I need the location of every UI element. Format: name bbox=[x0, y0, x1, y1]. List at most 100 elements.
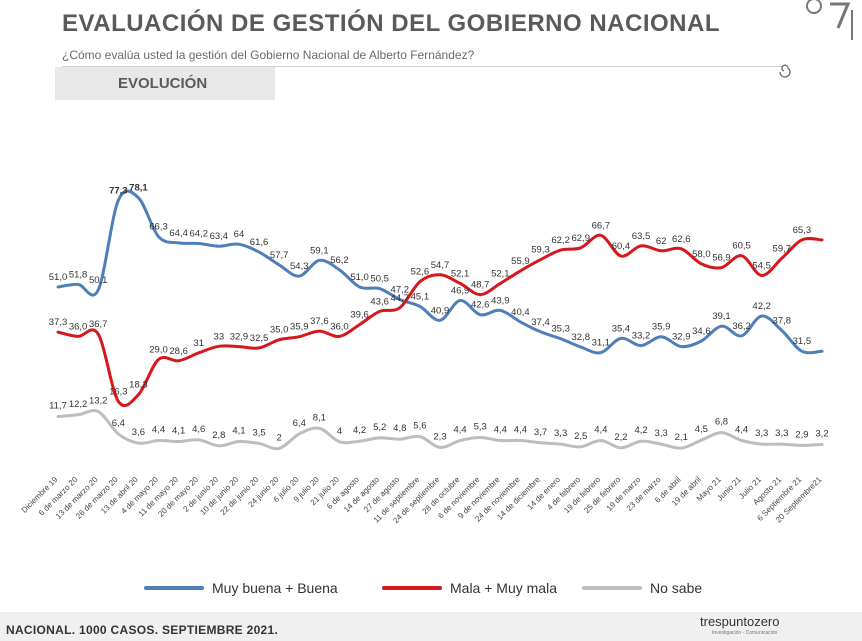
data-label-red: 18,3 bbox=[129, 380, 148, 391]
data-label-red: 35,9 bbox=[290, 322, 309, 333]
data-label-red: 16,3 bbox=[109, 386, 128, 397]
data-label-red: 62,2 bbox=[551, 235, 570, 246]
data-label-blue: 32,8 bbox=[571, 332, 590, 343]
data-label-red: 44,7 bbox=[391, 293, 410, 304]
data-label-gray: 4,4 bbox=[514, 425, 527, 436]
data-label-gray: 2,8 bbox=[212, 430, 225, 441]
data-label-red: 52,6 bbox=[411, 267, 430, 278]
data-label-blue: 50,1 bbox=[89, 275, 108, 286]
data-label-red: 58,0 bbox=[692, 249, 711, 260]
data-label-blue: 63,4 bbox=[210, 231, 229, 242]
data-label-blue: 43,9 bbox=[491, 295, 510, 306]
data-label-gray: 2,1 bbox=[675, 432, 688, 443]
data-label-gray: 3,5 bbox=[252, 427, 265, 438]
data-label-blue: 45,1 bbox=[411, 291, 430, 302]
footer-note: NACIONAL. 1000 CASOS. SEPTIEMBRE 2021. bbox=[6, 623, 279, 637]
data-label-gray: 4,4 bbox=[453, 425, 466, 436]
data-label-red: 52,1 bbox=[491, 268, 510, 279]
data-label-red: 37,6 bbox=[310, 316, 329, 327]
data-label-blue: 46,9 bbox=[451, 286, 470, 297]
data-label-gray: 3,3 bbox=[554, 428, 567, 439]
data-label-blue: 32,9 bbox=[672, 332, 691, 343]
data-label-red: 36,0 bbox=[330, 321, 349, 332]
data-label-blue: 50,5 bbox=[370, 274, 389, 285]
data-label-red: 55,9 bbox=[511, 256, 530, 267]
data-label-red: 54,7 bbox=[431, 260, 450, 271]
data-label-gray: 3,6 bbox=[132, 427, 145, 438]
series-line-red bbox=[56, 233, 824, 408]
data-label-red: 29,0 bbox=[149, 344, 168, 355]
data-label-red: 62,9 bbox=[571, 233, 590, 244]
data-label-blue: 42,6 bbox=[471, 300, 490, 311]
data-label-red: 36,7 bbox=[89, 319, 108, 330]
data-label-red: 32,9 bbox=[230, 332, 249, 343]
legend-label-blue: Muy buena + Buena bbox=[212, 580, 338, 596]
series-line-gray bbox=[56, 409, 824, 451]
data-label-gray: 4,1 bbox=[232, 425, 245, 436]
data-label-red: 59,7 bbox=[773, 243, 792, 254]
data-label-red: 37,3 bbox=[49, 317, 68, 328]
data-label-blue: 47,2 bbox=[391, 285, 410, 296]
data-label-blue: 54,3 bbox=[290, 261, 309, 272]
data-label-red: 28,6 bbox=[169, 346, 188, 357]
legend-item-red: Mala + Muy mala bbox=[382, 578, 557, 598]
data-label-blue: 40,4 bbox=[511, 307, 530, 318]
line-chart: 51,0 51,850,177,3 78,166,364,4 64,2 63,4 6461… bbox=[20, 183, 829, 525]
data-label-gray: 4,4 bbox=[152, 425, 165, 436]
spiral-decoration-icon bbox=[779, 64, 791, 78]
chart-title: EVALUACIÓN DE GESTIÓN DEL GOBIERNO NACIO… bbox=[62, 10, 720, 37]
data-label-blue: 35,4 bbox=[612, 323, 631, 334]
data-label-red: 43,6 bbox=[370, 296, 389, 307]
data-label-gray: 4,4 bbox=[735, 425, 748, 436]
data-label-red: 66,7 bbox=[592, 220, 611, 231]
data-label-red: 56,9 bbox=[712, 253, 731, 264]
data-label-red: 36,0 bbox=[69, 321, 88, 332]
data-label-gray: 5,3 bbox=[474, 422, 487, 433]
legend-label-red: Mala + Muy mala bbox=[450, 580, 557, 596]
section-label-box bbox=[55, 67, 275, 100]
data-label-red: 33 bbox=[214, 331, 225, 342]
data-label-red: 60,4 bbox=[612, 241, 631, 252]
legend-item-gray: No sabe bbox=[582, 578, 702, 598]
data-label-red: 60,5 bbox=[732, 241, 751, 252]
data-label-gray: 3,2 bbox=[815, 428, 828, 439]
data-label-gray: 5,6 bbox=[413, 421, 426, 432]
data-label-gray: 13,2 bbox=[89, 396, 108, 407]
data-label-gray: 11,7 bbox=[49, 400, 67, 411]
data-label-blue: 64 bbox=[234, 229, 245, 240]
data-label-blue: 36,2 bbox=[732, 321, 751, 332]
data-label-blue: 39,1 bbox=[712, 311, 731, 322]
brand-mark-icon bbox=[806, 0, 853, 40]
data-label-blue: 64,2 bbox=[189, 229, 208, 240]
data-label-blue: 35,3 bbox=[551, 324, 570, 335]
data-label-blue: 37,4 bbox=[531, 317, 550, 328]
data-label-blue: 34,6 bbox=[692, 326, 711, 337]
data-label-gray: 2,2 bbox=[614, 432, 627, 443]
data-label-blue: 33,2 bbox=[632, 331, 651, 342]
data-label-gray: 6,4 bbox=[112, 418, 125, 429]
brand-logo-tagline: Investigación - Comunicación bbox=[712, 630, 778, 636]
legend-item-blue: Muy buena + Buena bbox=[144, 578, 338, 598]
data-label-red: 39,6 bbox=[350, 310, 369, 321]
data-label-gray: 8,1 bbox=[313, 412, 326, 423]
legend-label-gray: No sabe bbox=[650, 580, 703, 596]
data-labels: 51,0 51,850,177,3 78,166,364,4 64,2 63,4 6461… bbox=[49, 183, 829, 444]
data-label-red: 54,5 bbox=[752, 260, 771, 271]
data-label-blue: 37,8 bbox=[773, 315, 792, 326]
data-label-gray: 3,3 bbox=[775, 428, 788, 439]
data-label-blue: 31,1 bbox=[592, 338, 611, 349]
data-label-red: 35,0 bbox=[270, 325, 289, 336]
data-label-red: 31 bbox=[193, 338, 204, 349]
data-label-gray: 3,7 bbox=[534, 427, 547, 438]
data-label-red: 63,5 bbox=[632, 231, 651, 242]
section-label: EVOLUCIÓN bbox=[118, 75, 208, 92]
data-label-gray: 4,8 bbox=[393, 423, 406, 434]
data-label-gray: 2,3 bbox=[433, 431, 446, 442]
brand-logo: trespuntozero bbox=[700, 614, 780, 629]
data-label-gray: 5,2 bbox=[373, 422, 386, 433]
data-label-gray: 2,9 bbox=[795, 429, 808, 440]
data-label-gray: 2,5 bbox=[574, 431, 587, 442]
data-label-gray: 3,3 bbox=[655, 428, 668, 439]
data-label-gray: 4 bbox=[337, 426, 342, 437]
